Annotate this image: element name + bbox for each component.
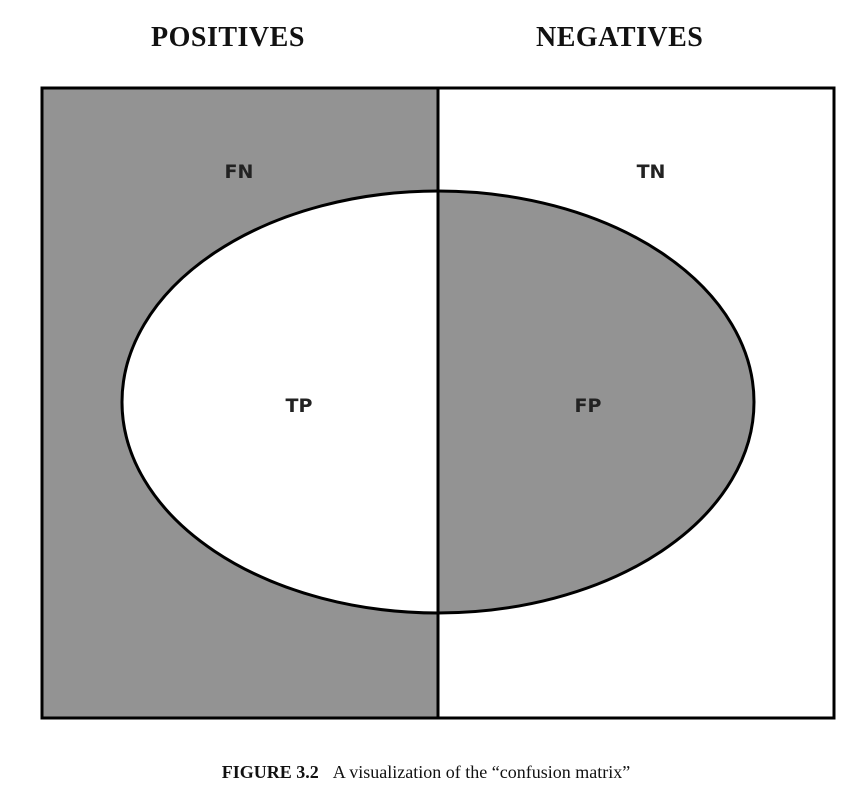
positives-heading: POSITIVES bbox=[151, 22, 305, 53]
true-positive-region bbox=[122, 191, 438, 613]
false-positive-region bbox=[438, 191, 754, 613]
figure-number: FIGURE 3.2 bbox=[221, 762, 319, 782]
fp-label: FP bbox=[575, 395, 602, 417]
matrix-border bbox=[40, 86, 836, 720]
negatives-heading: NEGATIVES bbox=[536, 22, 704, 53]
tp-label: TP bbox=[286, 395, 313, 417]
figure-caption-text: A visualization of the “confusion matrix… bbox=[332, 762, 631, 782]
tn-label: TN bbox=[637, 161, 666, 183]
figure-caption: FIGURE 3.2 A visualization of the “confus… bbox=[0, 762, 852, 783]
fn-label: FN bbox=[225, 161, 254, 183]
